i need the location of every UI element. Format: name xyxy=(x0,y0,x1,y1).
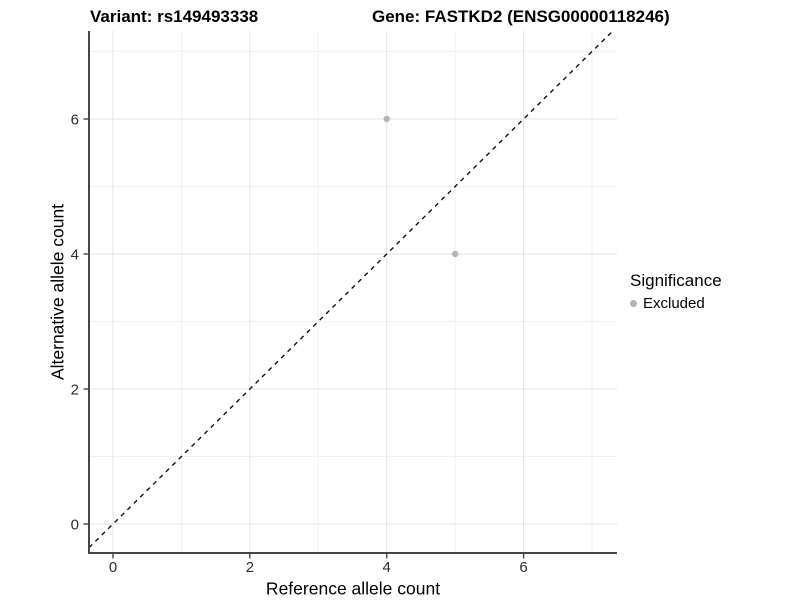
plot-title-gene: Gene: FASTKD2 (ENSG00000118246) xyxy=(372,7,670,26)
x-tick-label: 0 xyxy=(109,559,117,576)
legend-item-excluded: Excluded xyxy=(630,295,722,312)
x-tick-label: 6 xyxy=(519,559,527,576)
legend-item-label: Excluded xyxy=(643,295,705,312)
identity-dashed-line xyxy=(88,30,614,549)
y-tick-label: 2 xyxy=(71,382,79,399)
y-tick-label: 6 xyxy=(71,112,79,129)
data-point xyxy=(383,115,390,123)
y-axis-title: Alternative allele count xyxy=(47,203,68,381)
y-tick-label: 4 xyxy=(71,247,79,264)
legend-key-point-icon xyxy=(630,300,637,307)
x-tick-label: 4 xyxy=(383,559,391,576)
legend-title: Significance xyxy=(630,271,722,290)
x-tick-label: 2 xyxy=(246,559,254,576)
x-axis-title: Reference allele count xyxy=(265,578,441,599)
legend: Significance Excluded xyxy=(630,271,722,312)
y-tick-label: 0 xyxy=(71,517,79,534)
data-point xyxy=(451,250,459,258)
plot-title-variant: Variant: rs149493338 xyxy=(90,7,259,26)
